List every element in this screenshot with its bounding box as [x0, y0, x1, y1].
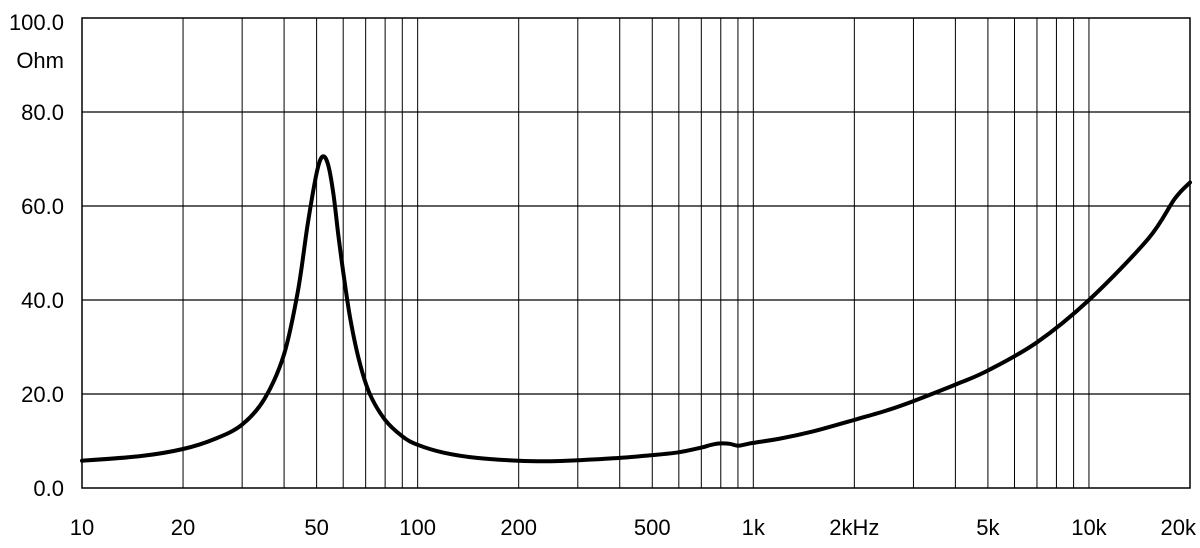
x-axis-tick-labels: 10 20 50 100 200 500 1k 2kHz 5k 10k 20k	[70, 515, 1197, 540]
y-tick-label: 40.0	[21, 288, 64, 313]
x-tick-label: 100	[399, 515, 436, 540]
x-tick-label: 20k	[1161, 515, 1197, 540]
x-tick-label: 500	[634, 515, 671, 540]
x-tick-label: 10k	[1071, 515, 1107, 540]
y-axis-tick-labels: 0.0 20.0 40.0 60.0 80.0 100.0	[9, 10, 64, 501]
x-tick-label: 10	[70, 515, 94, 540]
x-tick-label: 20	[171, 515, 195, 540]
plot-frame	[81, 17, 1191, 489]
y-axis-unit-label: Ohm	[16, 48, 64, 73]
y-tick-label: 20.0	[21, 382, 64, 407]
y-tick-label: 0.0	[33, 476, 64, 501]
x-tick-label: 1k	[742, 515, 766, 540]
y-tick-label: 100.0	[9, 10, 64, 35]
impedance-curve	[80, 154, 1192, 464]
y-tick-label: 60.0	[21, 194, 64, 219]
x-tick-label: 200	[500, 515, 537, 540]
x-tick-label: 5k	[976, 515, 1000, 540]
minor-gridlines	[182, 18, 1191, 488]
y-tick-label: 80.0	[21, 100, 64, 125]
x-tick-label: 2kHz	[829, 515, 879, 540]
x-tick-label: 50	[304, 515, 328, 540]
